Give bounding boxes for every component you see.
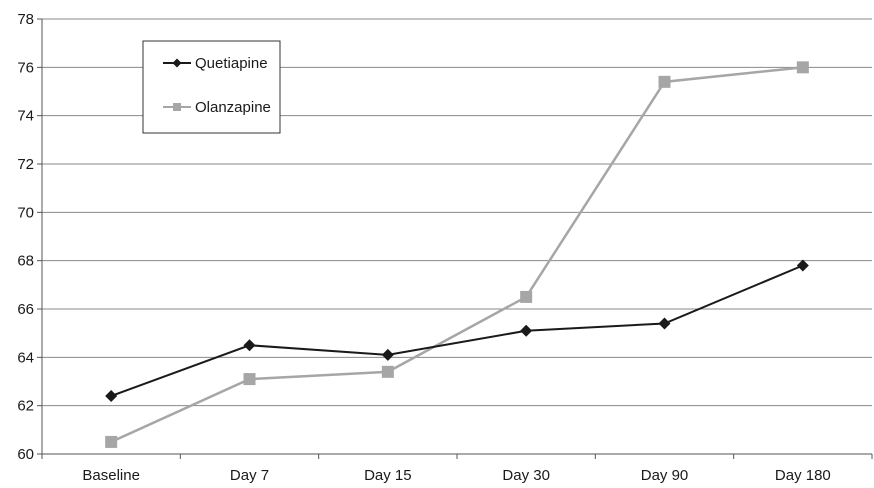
y-tick-label: 70 [17, 204, 34, 221]
data-point [243, 339, 256, 352]
series-line [110, 264, 804, 397]
y-tick-label: 64 [17, 349, 34, 366]
data-point [520, 290, 533, 303]
series-quetiapine [105, 259, 809, 402]
legend-swatch-marker [173, 103, 181, 111]
y-tick-label: 60 [17, 446, 34, 463]
series-line [110, 66, 803, 444]
y-axis-ticks: 60 62 64 66 68 70 72 74 76 78 [17, 11, 42, 463]
x-tick-label: Day 180 [775, 467, 831, 484]
data-point [105, 435, 118, 448]
x-tick-label: Day 7 [230, 467, 269, 484]
x-tick-label: Day 15 [364, 467, 412, 484]
x-tick-label: Day 30 [502, 467, 550, 484]
y-tick-label: 74 [17, 108, 34, 125]
data-point [658, 317, 671, 330]
x-tick-label: Day 90 [641, 467, 689, 484]
y-tick-label: 66 [17, 301, 34, 318]
x-tick-label: Baseline [82, 467, 140, 484]
data-point [796, 61, 809, 74]
y-tick-label: 62 [17, 398, 34, 415]
y-tick-label: 68 [17, 253, 34, 270]
legend-box [142, 40, 281, 134]
y-tick-label: 76 [17, 59, 34, 76]
data-point [243, 373, 256, 386]
legend-swatch-marker [172, 58, 182, 68]
data-point [658, 75, 671, 88]
x-axis-ticks: Baseline Day 7 Day 15 Day 30 Day 90 Day 180 [41, 454, 873, 484]
series-group [105, 61, 809, 448]
y-tick-label: 72 [17, 156, 34, 173]
legend-label: Quetiapine [195, 55, 268, 72]
legend-label: Olanzapine [195, 99, 271, 116]
y-tick-label: 78 [17, 11, 34, 28]
legend: Quetiapine Olanzapine [142, 40, 281, 134]
data-point [381, 348, 394, 361]
data-point [381, 365, 394, 378]
data-point [105, 390, 118, 402]
data-point [796, 259, 809, 272]
series-olanzapine [105, 61, 809, 448]
data-point [520, 324, 533, 337]
